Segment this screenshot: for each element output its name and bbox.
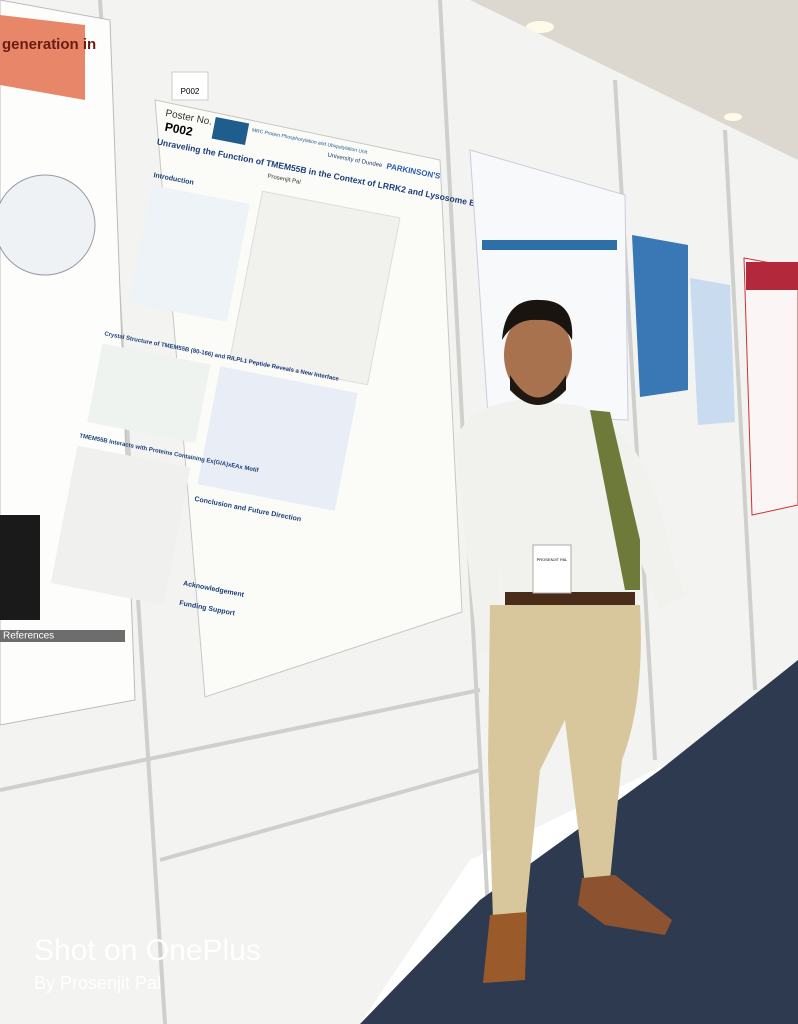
trousers	[488, 605, 641, 920]
name-badge	[532, 544, 572, 594]
poster-tag-text: P002	[181, 87, 200, 96]
beard	[510, 375, 566, 405]
figure-panel	[50, 445, 191, 605]
figure-panel	[87, 343, 211, 444]
face	[504, 311, 572, 399]
poster-band	[482, 240, 617, 250]
backpack-strap	[590, 410, 640, 590]
left-poster-title: generation in	[2, 36, 96, 53]
watermark-title: Shot on OnePlus	[34, 934, 261, 967]
badge-name: PROSENJIT PAL	[537, 557, 569, 562]
hair	[502, 299, 573, 340]
shirt	[455, 400, 685, 655]
poster-number: P002	[164, 120, 195, 139]
left-poster-header	[0, 15, 85, 100]
person: PROSENJIT PAL	[455, 299, 685, 983]
poster	[743, 257, 798, 516]
ceiling-light	[526, 21, 554, 33]
carpet-floor	[360, 660, 798, 1024]
ceiling-light	[724, 113, 742, 121]
poster	[632, 235, 688, 397]
left-poster-section: References	[3, 631, 54, 642]
figure-panel	[128, 184, 250, 322]
poster-tag	[171, 71, 209, 101]
figure-panel	[229, 190, 401, 386]
watermark-author: By Prosenjit Pal	[34, 973, 161, 993]
shoe	[578, 875, 672, 935]
poster-header	[746, 262, 798, 290]
left-poster-image	[0, 515, 40, 620]
logo-mark	[211, 116, 250, 146]
shoe	[483, 912, 527, 983]
left-poster-band	[0, 630, 125, 642]
poster	[690, 278, 735, 425]
left-poster-figure	[0, 174, 96, 276]
figure-panel	[197, 366, 358, 511]
